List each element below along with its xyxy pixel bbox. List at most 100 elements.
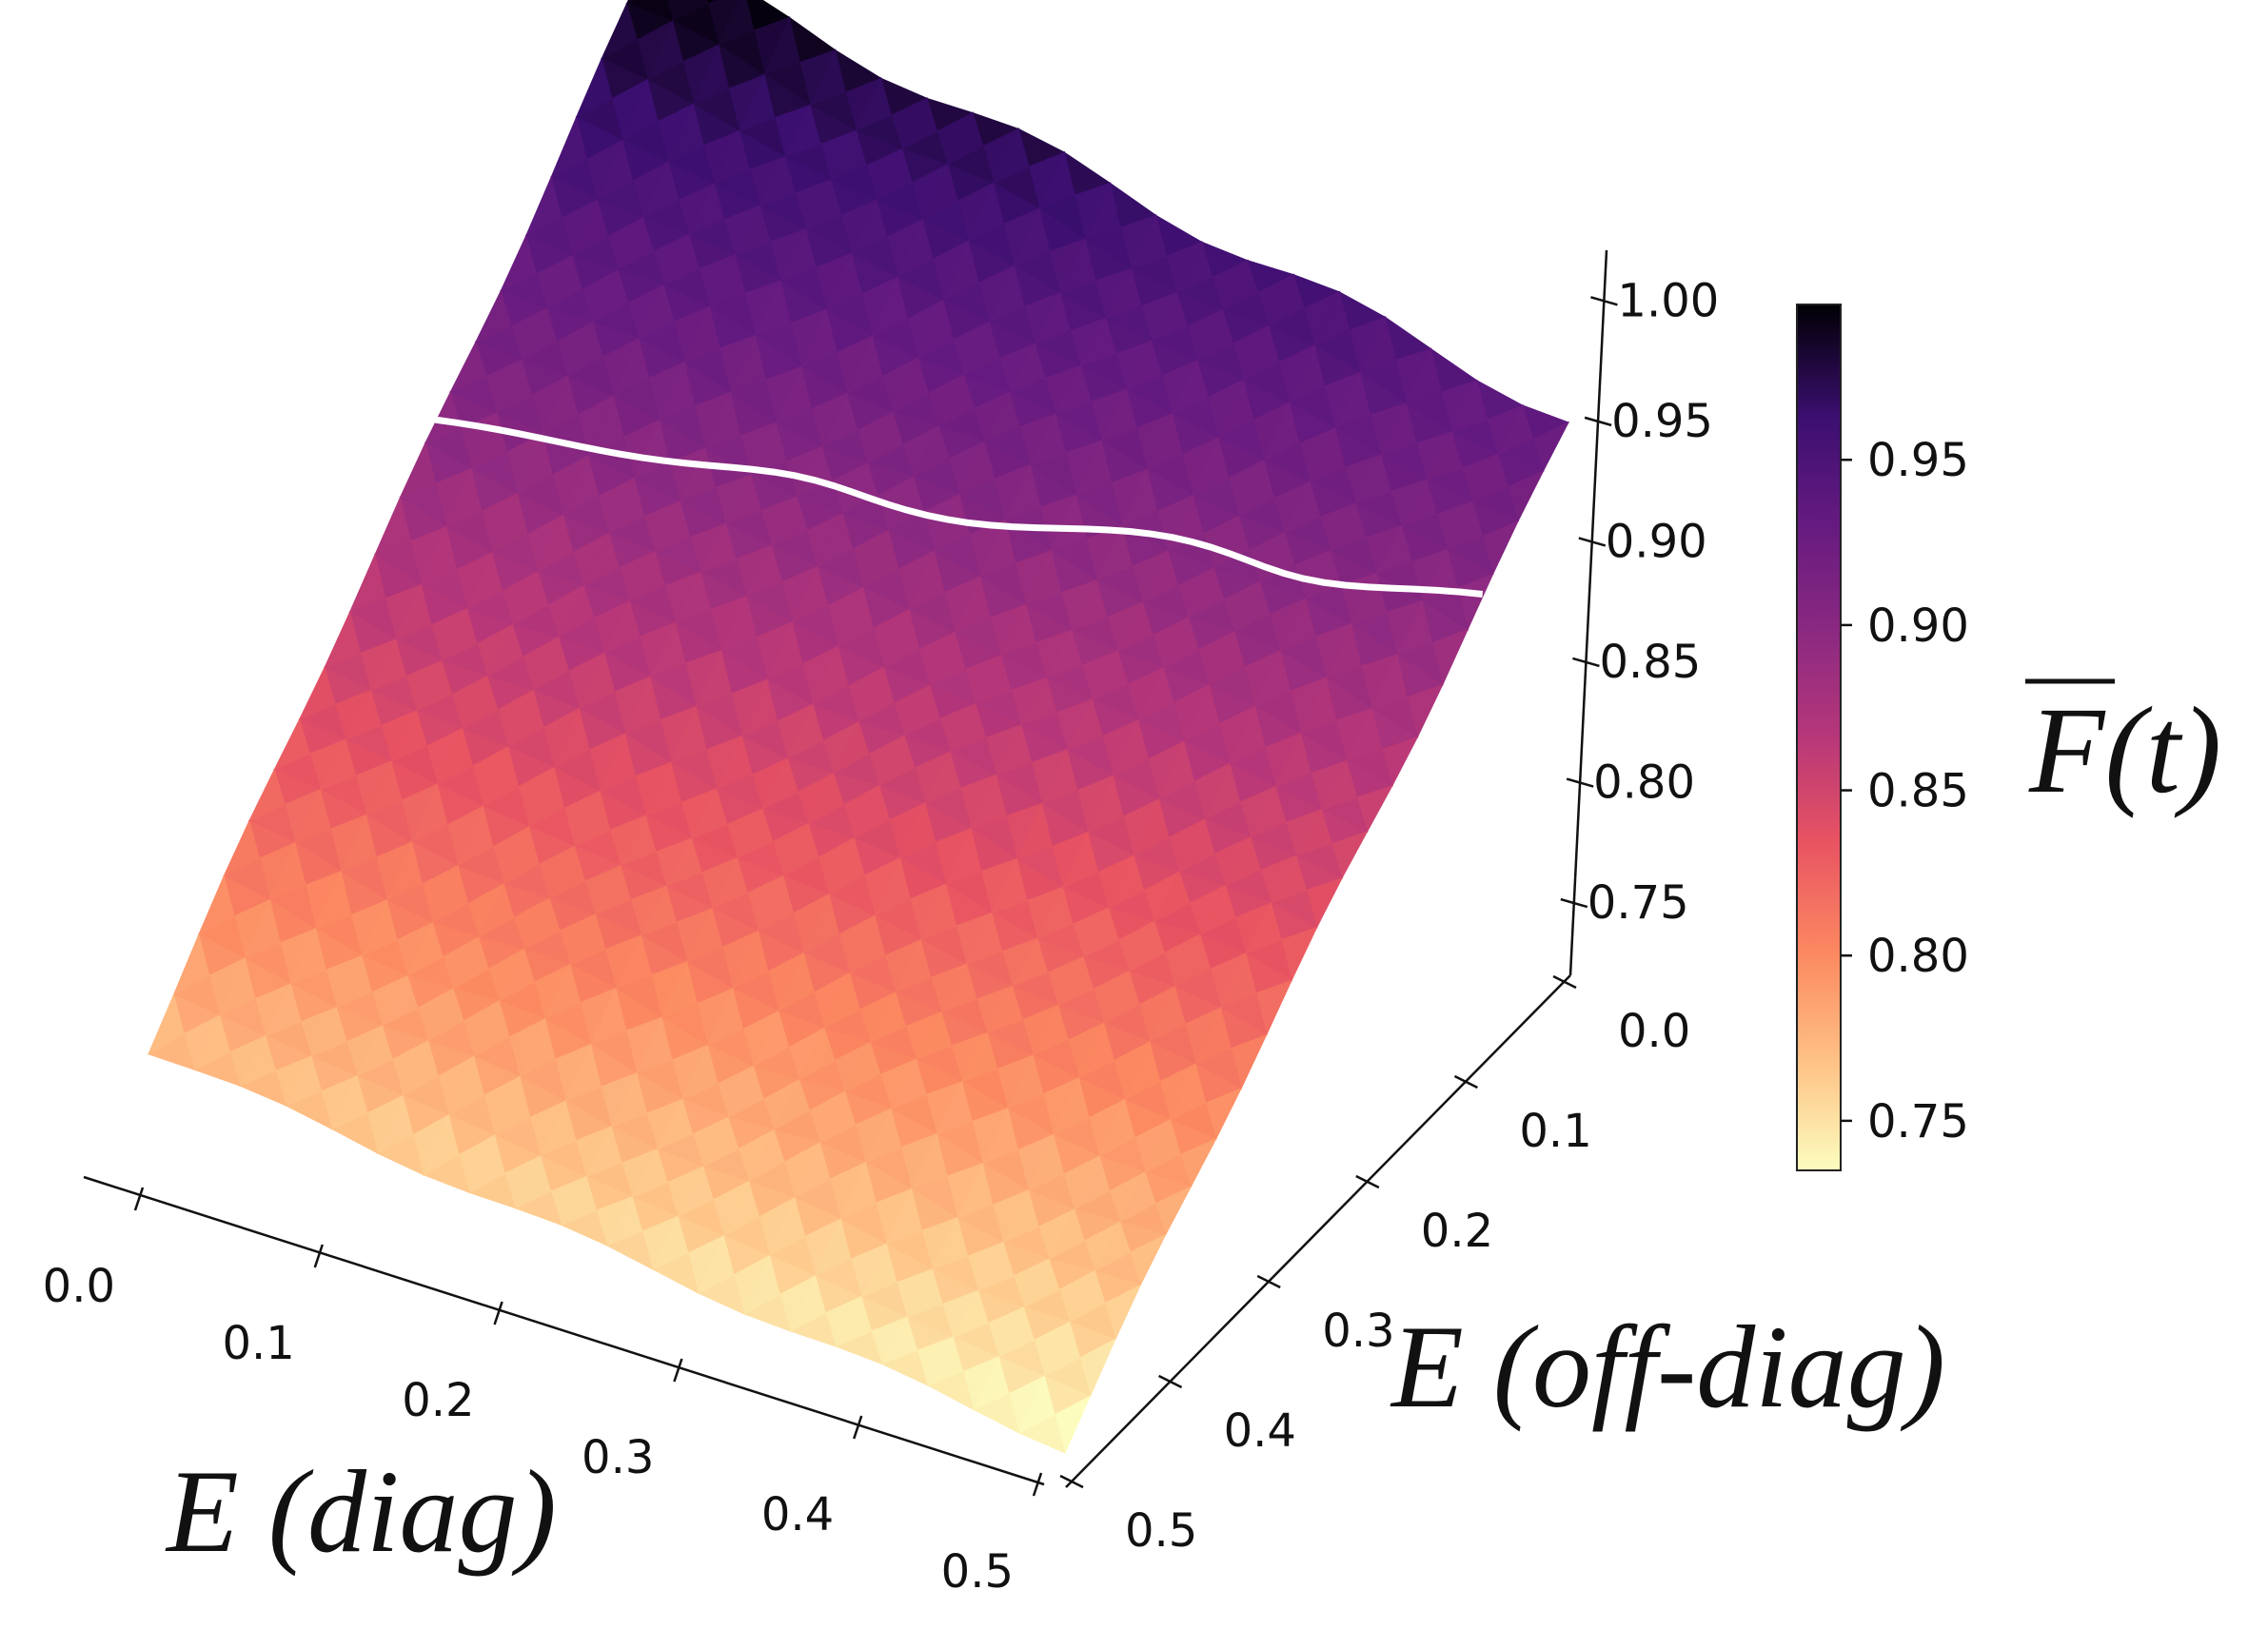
surface-facet [594, 864, 632, 915]
surface-facet [1244, 901, 1282, 954]
surface-facet [586, 394, 624, 457]
surface-facet [910, 1132, 948, 1190]
surface-facet [889, 1057, 927, 1110]
z-tick-label: 1.00 [1617, 274, 1719, 327]
surface-facet [1079, 317, 1117, 367]
surface-facet [1219, 952, 1257, 1009]
surface-facet [381, 974, 419, 1028]
surface-facet [374, 496, 411, 556]
surface-facet [779, 227, 817, 282]
surface-facet [602, 599, 641, 655]
surface-facet [635, 1015, 673, 1075]
surface-facet [736, 808, 774, 859]
surface-facet [1237, 459, 1275, 518]
surface-facet [859, 1243, 897, 1298]
surface-facet [1058, 237, 1096, 294]
surface-facet [527, 766, 565, 829]
y-tick-label: 0.4 [1224, 1404, 1296, 1458]
surface-facet [348, 553, 386, 614]
surface-facet [1040, 748, 1078, 805]
surface-facet [664, 836, 702, 888]
surface-facet [1371, 653, 1409, 710]
x-axis-ticks: 0.0 0.1 0.2 0.3 0.4 0.5 [43, 1187, 1043, 1599]
surface-facet [619, 814, 657, 867]
surface-facet [809, 49, 847, 107]
surface-facet [1141, 549, 1179, 604]
surface-facet [420, 525, 458, 586]
surface-facet [931, 1216, 969, 1270]
surface-facet [949, 702, 987, 754]
surface-facet [596, 138, 634, 202]
surface-facet [1075, 439, 1113, 497]
surface-facet [733, 205, 771, 256]
surface-facet [1132, 797, 1170, 857]
surface-facet [1045, 629, 1083, 679]
surface-facet [630, 1148, 668, 1198]
surface-facet [789, 1274, 826, 1332]
x-tick-mark [673, 1358, 683, 1383]
surface-facet [802, 893, 840, 954]
y-tick-mark [1059, 1474, 1084, 1489]
surface-facet [330, 1074, 368, 1130]
surface-facet [1115, 600, 1154, 653]
z-tick-label: 0.90 [1606, 515, 1707, 568]
surface-facet [669, 705, 707, 764]
surface-facet [724, 473, 762, 525]
surface-facet [344, 689, 382, 741]
surface-facet [656, 1097, 694, 1150]
surface-facet [954, 575, 991, 634]
z-axis-line [1568, 249, 1608, 976]
surface-facet [869, 991, 907, 1044]
surface-facet [1470, 453, 1509, 503]
surface-facet [1066, 697, 1103, 752]
surface-facet [456, 804, 494, 868]
surface-facet [490, 492, 528, 555]
surface-facet [1228, 705, 1266, 765]
surface-facet [641, 161, 680, 219]
surface-facet [1006, 1053, 1044, 1109]
surface-facet [697, 1234, 735, 1295]
y-tick-label: 0.2 [1421, 1205, 1493, 1258]
surface-facet [1153, 871, 1191, 923]
surface-facet [717, 0, 755, 47]
surface-facet [1175, 240, 1213, 294]
surface-facet [706, 987, 744, 1047]
surface-facet [449, 341, 487, 393]
surface-facet [516, 432, 554, 495]
surface-facet [621, 78, 659, 142]
surface-facet [1091, 649, 1129, 700]
surface-facet [506, 689, 544, 749]
x-tick-label: 0.3 [582, 1431, 654, 1484]
surface-facet [548, 845, 586, 900]
surface-facet [410, 782, 448, 844]
surface-facet [995, 723, 1033, 776]
surface-facet [511, 570, 549, 626]
surface-facet [524, 175, 562, 237]
surface-facet [814, 1217, 852, 1278]
surface-facet [763, 15, 800, 76]
surface-facet [1100, 387, 1137, 442]
surface-facet [857, 665, 895, 723]
surface-facet [616, 216, 654, 272]
surface-facet [946, 111, 984, 167]
surface-facet [715, 735, 753, 791]
z-tick-mark [1572, 657, 1600, 668]
surface-facet [926, 1336, 964, 1386]
surface-facet [939, 962, 977, 1013]
surface-facet [493, 1074, 531, 1137]
surface-facet [1253, 649, 1292, 708]
surface-facet [674, 570, 712, 624]
z-tick-label: 0.80 [1593, 756, 1695, 810]
surface-facet [1405, 347, 1442, 404]
surface-facet [557, 584, 595, 638]
surface-facet [1198, 884, 1236, 936]
surface-facet [967, 181, 1005, 243]
surface-facet [1274, 731, 1311, 788]
y-axis-ticks: 0.0 0.1 0.2 0.3 0.4 0.5 [1059, 974, 1690, 1558]
surface-facet [710, 856, 748, 910]
colorbar-tick-label: 0.80 [1867, 930, 1969, 983]
surface-facet [532, 636, 570, 692]
surface-facet [832, 720, 870, 775]
surface-facet [520, 306, 558, 362]
surface-facet [1224, 835, 1262, 887]
